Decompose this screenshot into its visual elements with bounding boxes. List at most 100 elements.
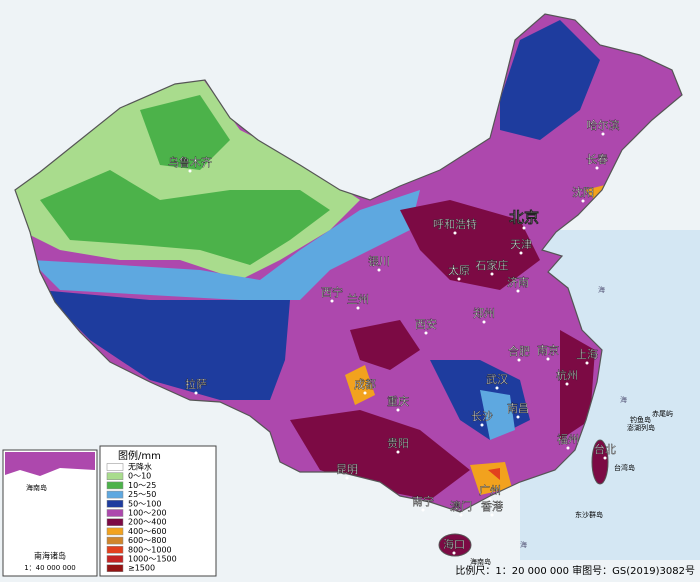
legend-label: 400～600	[128, 527, 167, 536]
city-dot	[396, 450, 400, 454]
legend-label: 800～1000	[128, 545, 172, 554]
city-dot	[516, 289, 520, 293]
city-label: 哈尔滨	[587, 118, 620, 132]
legend-swatch	[106, 536, 124, 545]
city-label: 呼和浩特	[433, 217, 477, 231]
city-label: 西宁	[321, 285, 343, 299]
legend-swatch	[106, 546, 124, 554]
city-dot	[595, 166, 599, 170]
sea-label: 海	[598, 285, 605, 294]
island-label: 澎湖列岛	[627, 423, 655, 432]
precip-zone	[40, 290, 290, 400]
city-label: 香港	[481, 500, 503, 513]
city-dot	[585, 361, 589, 365]
city-dot	[488, 497, 492, 501]
city-dot	[581, 199, 585, 203]
precip-zone	[470, 462, 512, 495]
city-dot	[495, 386, 499, 390]
city-label: 北京	[509, 209, 539, 227]
island-label: 海南岛	[470, 557, 491, 566]
city-dot	[452, 551, 456, 555]
city-label: 银川	[368, 254, 390, 268]
city-label: 台北	[594, 442, 616, 456]
city-dot	[396, 408, 400, 412]
precip-zone	[480, 390, 515, 440]
legend-label: 50～100	[128, 499, 161, 508]
city-dot	[516, 415, 520, 419]
sea-label: 海	[520, 540, 527, 549]
city-label: 郑州	[473, 306, 495, 320]
city-label: 西安	[415, 317, 437, 331]
city-dot	[517, 358, 521, 362]
precip-zone	[290, 410, 470, 500]
city-label: 南昌	[507, 402, 529, 415]
taiwan	[591, 439, 609, 485]
city-dot	[188, 169, 192, 173]
legend-label: 10～25	[128, 481, 156, 490]
city-label: 石家庄	[476, 258, 509, 272]
city-label: 南宁	[412, 494, 434, 508]
legend-label: 100～200	[128, 509, 167, 518]
legend-swatch	[106, 509, 124, 517]
island-label: 东沙群岛	[575, 510, 603, 519]
footer: 比例尺：1：20 000 000 审图号：GS(2019)3082号	[455, 564, 695, 577]
legend-swatch	[106, 518, 124, 526]
city-dot	[459, 513, 463, 517]
city-dot	[421, 508, 425, 512]
inset-title: 南海诸岛	[34, 551, 66, 561]
legend-label: ≥1500	[128, 564, 155, 573]
city-label: 南京	[537, 343, 559, 357]
city-label: 合肥	[508, 344, 530, 358]
precip-zone	[560, 330, 595, 440]
city-label: 福州	[557, 432, 579, 446]
legend-swatch	[106, 555, 124, 563]
city-label: 乌鲁木齐	[168, 155, 212, 169]
city-label: 贵阳	[387, 437, 409, 450]
city-dot	[457, 277, 461, 281]
legend-label: 25～50	[128, 490, 156, 499]
city-dot	[603, 456, 607, 460]
precip-zone	[30, 190, 420, 300]
inset-scale: 1：40 000 000	[24, 564, 76, 572]
precip-zone	[345, 365, 375, 405]
city-label: 拉萨	[185, 377, 207, 391]
precip-zone	[488, 468, 500, 480]
city-label: 武汉	[486, 373, 508, 386]
city-dot	[377, 268, 381, 272]
city-label: 广州	[479, 484, 501, 497]
city-dot	[565, 382, 569, 386]
legend-label: 1000～1500	[128, 555, 177, 564]
legend-swatch	[106, 463, 124, 471]
legend-swatch	[106, 564, 124, 572]
city-label: 昆明	[336, 463, 358, 476]
city-dot	[601, 132, 605, 136]
city-label: 重庆	[387, 394, 409, 408]
city-dot	[482, 320, 486, 324]
legend-swatch	[106, 527, 124, 536]
legend-swatch	[106, 500, 124, 508]
city-label: 太原	[448, 264, 470, 277]
city-dot	[480, 423, 484, 427]
city-dot	[522, 226, 526, 230]
hainan	[438, 533, 472, 557]
city-label: 长春	[586, 153, 608, 166]
city-dot	[566, 446, 570, 450]
city-dot	[356, 306, 360, 310]
city-label: 天津	[510, 238, 532, 251]
sea-label: 海	[620, 395, 627, 404]
island-label: 台湾岛	[614, 463, 635, 472]
city-label: 海口	[443, 537, 465, 551]
city-dot	[194, 391, 198, 395]
city-dot	[363, 391, 367, 395]
city-dot	[345, 476, 349, 480]
city-dot	[519, 251, 523, 255]
city-dot	[490, 513, 494, 517]
city-dot	[424, 331, 428, 335]
city-label: 沈阳	[572, 185, 594, 199]
city-label: 成都	[354, 378, 376, 391]
city-dot	[453, 231, 457, 235]
city-dot	[490, 272, 494, 276]
city-label: 长沙	[471, 410, 493, 423]
precip-zone	[40, 170, 330, 265]
